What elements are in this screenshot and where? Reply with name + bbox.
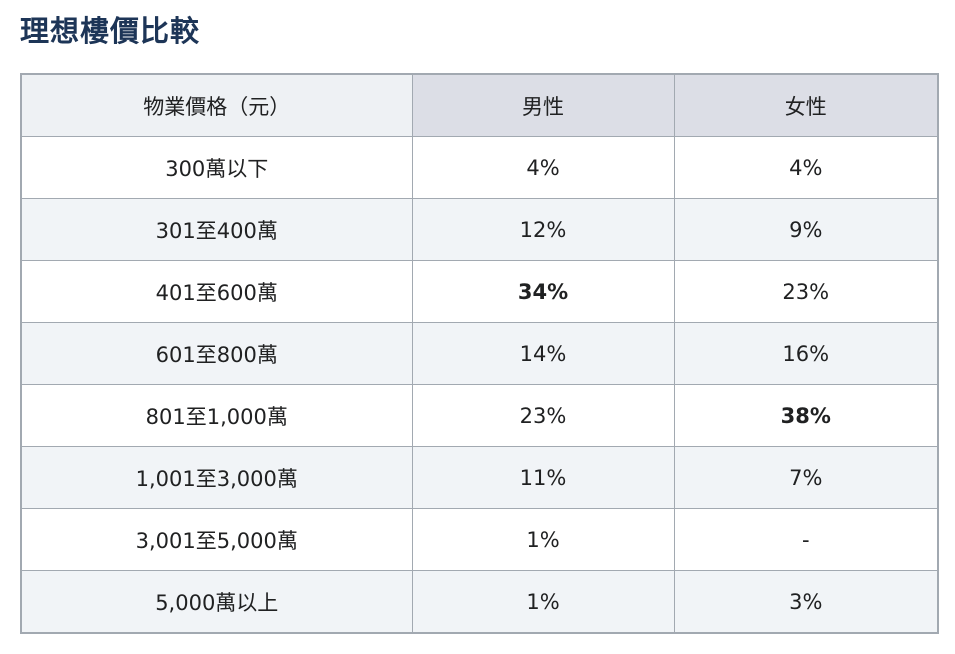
cell-male: 4% — [411, 136, 675, 199]
cell-male: 34% — [411, 260, 675, 323]
cell-female: 38% — [673, 384, 939, 447]
page-title: 理想樓價比較 — [20, 14, 201, 48]
cell-price: 601至800萬 — [20, 322, 413, 385]
cell-male: 23% — [411, 384, 675, 447]
table-row: 5,000萬以上 1% 3% — [20, 570, 939, 634]
cell-price: 5,000萬以上 — [20, 570, 413, 634]
cell-price: 300萬以下 — [20, 136, 413, 199]
cell-price: 1,001至3,000萬 — [20, 446, 413, 509]
header-female: 女性 — [673, 73, 939, 137]
cell-female: 3% — [673, 570, 939, 634]
cell-price: 301至400萬 — [20, 198, 413, 261]
table-row: 300萬以下 4% 4% — [20, 136, 939, 199]
cell-male: 1% — [411, 508, 675, 571]
cell-female: 23% — [673, 260, 939, 323]
header-male: 男性 — [411, 73, 675, 137]
table-row: 1,001至3,000萬 11% 7% — [20, 446, 939, 509]
header-price: 物業價格（元） — [20, 73, 413, 137]
cell-price: 3,001至5,000萬 — [20, 508, 413, 571]
cell-male: 11% — [411, 446, 675, 509]
cell-female: 4% — [673, 136, 939, 199]
table-row: 401至600萬 34% 23% — [20, 260, 939, 323]
cell-price: 401至600萬 — [20, 260, 413, 323]
cell-price: 801至1,000萬 — [20, 384, 413, 447]
cell-female: 9% — [673, 198, 939, 261]
table-row: 601至800萬 14% 16% — [20, 322, 939, 385]
cell-male: 14% — [411, 322, 675, 385]
cell-female: - — [673, 508, 939, 571]
cell-male: 12% — [411, 198, 675, 261]
table-row: 3,001至5,000萬 1% - — [20, 508, 939, 571]
table-row: 301至400萬 12% 9% — [20, 198, 939, 261]
cell-female: 7% — [673, 446, 939, 509]
price-comparison-table: 物業價格（元） 男性 女性 300萬以下 4% 4% 301至400萬 12% 9% 401… — [20, 73, 939, 634]
table-body: 300萬以下 4% 4% 301至400萬 12% 9% 401至600萬 34% 23% 601… — [20, 136, 939, 634]
cell-female: 16% — [673, 322, 939, 385]
comparison-table-container: 物業價格（元） 男性 女性 300萬以下 4% 4% 301至400萬 12% 9% 401… — [20, 73, 939, 634]
table-header-row: 物業價格（元） 男性 女性 — [20, 73, 939, 137]
cell-male: 1% — [411, 570, 675, 634]
table-row: 801至1,000萬 23% 38% — [20, 384, 939, 447]
